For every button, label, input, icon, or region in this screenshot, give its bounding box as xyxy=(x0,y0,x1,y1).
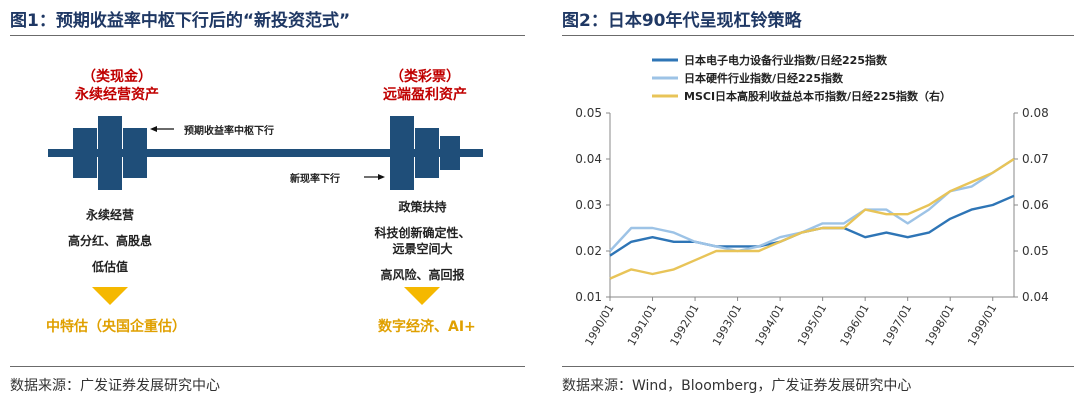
left-weight-outer-2 xyxy=(123,128,147,178)
left-conclusion: 中特估（央国企重估） xyxy=(46,319,186,335)
y-left-tick-label: 0.03 xyxy=(575,198,602,212)
y-left-tick-label: 0.04 xyxy=(575,152,602,166)
x-tick-label: 1999/01 xyxy=(965,302,999,348)
arrow-label-discount-down: 新现率下行 xyxy=(290,174,340,185)
series-line-3 xyxy=(609,157,1015,280)
left-weight-outer xyxy=(73,128,97,178)
arrow-head-2 xyxy=(378,174,385,180)
legend-label-3: MSCI日本高股利收益总本币指数/日经225指数（右） xyxy=(684,89,951,103)
left-panel: 图1：预期收益率中枢下行后的“新投资范式” （类现金） 永续经营资产 （类彩票）… xyxy=(0,0,530,408)
arrow-label-rate-down: 预期收益率中枢下行 xyxy=(184,126,274,137)
y-left-tick-label: 0.02 xyxy=(575,244,602,258)
left-down-chevron-icon xyxy=(92,287,128,305)
x-tick-label: 1990/01 xyxy=(582,302,616,348)
barbell-bar xyxy=(48,149,483,157)
y-right-tick-label: 0.04 xyxy=(1022,290,1049,304)
y-right-tick-label: 0.07 xyxy=(1022,152,1049,166)
arrow-head-1 xyxy=(150,126,157,132)
y-right-tick-label: 0.08 xyxy=(1022,106,1049,120)
legend-label-1: 日本电子电力设备行业指数/日经225指数 xyxy=(684,53,888,67)
lottery-name-label: 远端盈利资产 xyxy=(383,87,467,103)
right-weight-inner xyxy=(390,116,414,190)
left-weight-inner xyxy=(98,116,122,190)
right-source: 数据来源：Wind，Bloomberg，广发证券发展研究中心 xyxy=(562,378,912,394)
right-source-rule xyxy=(562,366,1074,367)
x-tick-label: 1994/01 xyxy=(753,302,787,348)
series-line-2 xyxy=(609,157,1015,253)
x-tick-label: 1993/01 xyxy=(710,302,744,348)
x-tick-label: 1996/01 xyxy=(838,302,872,348)
right-down-chevron-icon xyxy=(404,287,440,305)
right-figure-title: 图2：日本90年代呈现杠铃策略 xyxy=(562,11,802,31)
bond-name-label: 永续经营资产 xyxy=(75,87,159,103)
legend-label-2: 日本硬件行业指数/日经225指数 xyxy=(684,71,844,85)
left-point-3: 低估值 xyxy=(91,260,128,274)
line-chart: 0.01 0.02 0.03 0.04 0.05 0.04 0.05 0.06 0.07 0.08… xyxy=(575,53,1049,348)
x-tick-label: 1992/01 xyxy=(668,302,702,348)
right-title-rule xyxy=(562,35,1074,36)
left-source-rule xyxy=(10,366,525,367)
right-conclusion: 数字经济、AI+ xyxy=(378,319,476,335)
y-left-tick-label: 0.01 xyxy=(575,290,602,304)
left-point-2: 高分红、高股息 xyxy=(67,234,152,248)
right-point-1: 政策扶持 xyxy=(398,200,447,214)
x-tick-label: 1991/01 xyxy=(625,302,659,348)
right-point-3: 远景空间大 xyxy=(392,242,453,256)
right-point-2: 科技创新确定性、 xyxy=(374,226,471,240)
lottery-type-label: （类彩票） xyxy=(390,69,460,85)
x-tick-label: 1995/01 xyxy=(795,302,829,348)
right-weight-small xyxy=(440,136,460,170)
x-tick-label: 1997/01 xyxy=(880,302,914,348)
barbell-diagram xyxy=(48,116,483,305)
left-source: 数据来源：广发证券发展研究中心 xyxy=(10,378,220,394)
x-tick-label: 1998/01 xyxy=(923,302,957,348)
series-line-1 xyxy=(609,194,1015,257)
left-title-rule xyxy=(10,35,525,36)
y-right-tick-label: 0.05 xyxy=(1022,244,1049,258)
y-left-tick-label: 0.05 xyxy=(575,106,602,120)
right-weight-outer xyxy=(415,128,439,178)
bond-type-label: （类现金） xyxy=(82,69,152,85)
y-right-tick-label: 0.06 xyxy=(1022,198,1049,212)
right-point-4: 高风险、高回报 xyxy=(380,268,465,282)
left-point-1: 永续经营 xyxy=(85,208,134,222)
right-panel: 图2：日本90年代呈现杠铃策略 0.01 0.02 0.03 0.04 0.05 0.04… xyxy=(552,0,1080,408)
left-figure-title: 图1：预期收益率中枢下行后的“新投资范式” xyxy=(10,11,351,31)
